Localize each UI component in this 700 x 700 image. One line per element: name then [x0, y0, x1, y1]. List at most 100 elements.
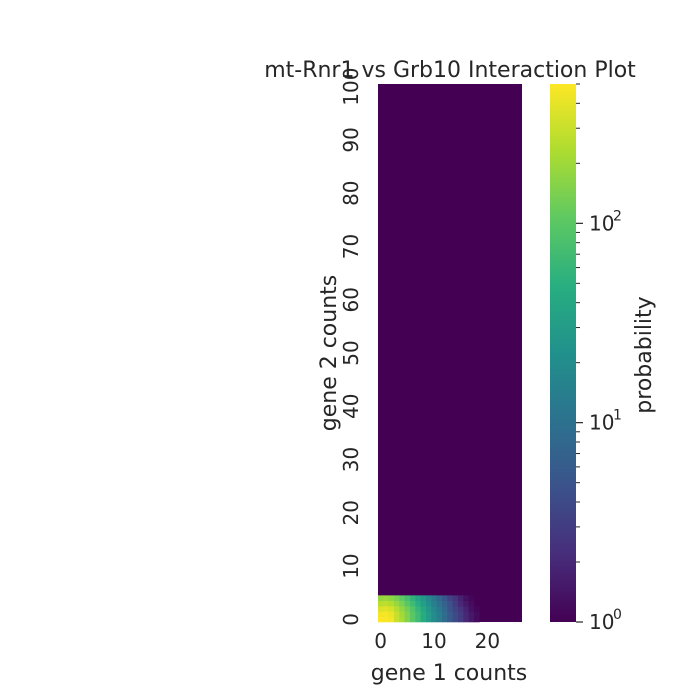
heatmap-cell [452, 611, 459, 617]
heatmap-cell [378, 606, 384, 612]
heatmap-cell [452, 595, 459, 601]
heatmap-cell [474, 611, 480, 617]
heatmap-cell [426, 595, 432, 601]
colorbar-tick-exponent: 2 [613, 208, 622, 224]
colorbar-tick-base: 10 [589, 411, 614, 435]
heatmap-cell [431, 606, 437, 612]
heatmap-cell [431, 600, 437, 607]
heatmap-cell [383, 616, 389, 623]
heatmap-background [378, 84, 522, 622]
heatmap-cell [420, 595, 427, 601]
heatmap-cell [436, 600, 443, 607]
heatmap-cell [474, 616, 480, 623]
heatmap-cell [463, 611, 469, 617]
heatmap-cell [447, 606, 453, 612]
colorbar [550, 84, 576, 622]
y-tick-label: 70 [339, 234, 363, 259]
heatmap-cell [388, 595, 395, 601]
heatmap-cell [399, 611, 405, 617]
heatmap-cell [404, 616, 411, 623]
colorbar-label: probability [632, 296, 657, 413]
heatmap-cell [404, 600, 411, 607]
heatmap-cell [399, 595, 405, 601]
heatmap-cell [410, 600, 416, 607]
heatmap-cell [442, 616, 448, 623]
y-axis-label: gene 2 counts [317, 275, 342, 432]
heatmap-cell [468, 606, 475, 612]
heatmap-cell [388, 611, 395, 617]
heatmap-cell [415, 600, 421, 607]
heatmap-cell [410, 606, 416, 612]
heatmap-cell [394, 616, 400, 623]
heatmap-cell [404, 595, 411, 601]
colorbar-tick-exponent: 0 [613, 607, 622, 623]
heatmap-cell [420, 616, 427, 623]
colorbar-tick-label: 102 [589, 208, 622, 235]
heatmap-cell [378, 616, 384, 623]
heatmap-cell [426, 611, 432, 617]
heatmap-cell [426, 606, 432, 612]
heatmap-cell [442, 606, 448, 612]
heatmap-cell [442, 611, 448, 617]
heatmap-cell [463, 600, 469, 607]
heatmap-cell [458, 616, 464, 623]
heatmap-cell [452, 606, 459, 612]
heatmap-cell [420, 611, 427, 617]
colorbar-tick-label: 100 [589, 607, 622, 634]
heatmap-cell [442, 595, 448, 601]
y-tick-label: 20 [339, 500, 363, 525]
heatmap-cell [426, 616, 432, 623]
heatmap-cell [442, 600, 448, 607]
heatmap-cell [399, 606, 405, 612]
y-tick-label: 40 [339, 394, 363, 419]
heatmap-cell [436, 595, 443, 601]
heatmap-cell [415, 611, 421, 617]
heatmap-cell [399, 616, 405, 623]
heatmap-cell [463, 616, 469, 623]
heatmap-cell [388, 600, 395, 607]
heatmap-cell [383, 600, 389, 607]
y-axis: 0 10 20 30 40 50 60 70 80 90 100 [339, 68, 363, 626]
x-tick-label: 0 [374, 629, 387, 653]
heatmap-cell [378, 600, 384, 607]
heatmap-cell [458, 611, 464, 617]
heatmap-cell [436, 606, 443, 612]
y-tick-label: 60 [339, 287, 363, 312]
heatmap-cell [383, 595, 389, 601]
heatmap-cell [404, 606, 411, 612]
heatmap-cell [388, 616, 395, 623]
heatmap-cell [468, 600, 475, 607]
heatmap-cell [447, 611, 453, 617]
heatmap-cell [383, 606, 389, 612]
heatmap-cell [378, 595, 384, 601]
heatmap-cell [468, 611, 475, 617]
heatmap-cell [383, 611, 389, 617]
heatmap-cell [452, 616, 459, 623]
heatmap-cell [458, 600, 464, 607]
heatmap-cell [458, 606, 464, 612]
colorbar-tick-exponent: 1 [613, 408, 622, 424]
heatmap-cell [468, 595, 475, 601]
heatmap-cell [431, 595, 437, 601]
heatmap-cell [394, 606, 400, 612]
heatmap-cell [436, 611, 443, 617]
heatmap-cell [410, 616, 416, 623]
heatmap-cell [458, 595, 464, 601]
colorbar-tick-base: 10 [589, 211, 614, 235]
heatmap-cell [420, 606, 427, 612]
heatmap-cell [474, 606, 480, 612]
y-tick-label: 30 [339, 447, 363, 472]
x-tick-label: 20 [475, 629, 500, 653]
y-tick-label: 10 [339, 553, 363, 578]
heatmap-cell [415, 595, 421, 601]
heatmap-cell [394, 595, 400, 601]
heatmap-cell [447, 595, 453, 601]
y-tick-label: 100 [339, 68, 363, 106]
y-tick-label: 80 [339, 180, 363, 205]
heatmap-cell [410, 595, 416, 601]
heatmap-cell [431, 611, 437, 617]
heatmap-cell [388, 606, 395, 612]
x-axis: 0 10 20 [374, 629, 500, 653]
heatmap-cell [394, 600, 400, 607]
